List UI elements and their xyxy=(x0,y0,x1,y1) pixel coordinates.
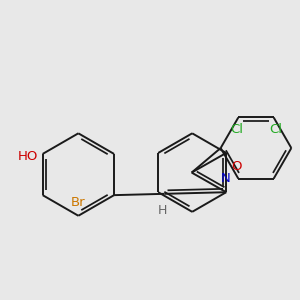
Text: Cl: Cl xyxy=(269,123,282,136)
Text: HO: HO xyxy=(17,150,38,164)
Text: Cl: Cl xyxy=(230,123,243,136)
Text: O: O xyxy=(231,160,242,173)
Text: N: N xyxy=(220,172,230,185)
Text: H: H xyxy=(158,204,167,217)
Text: Br: Br xyxy=(71,196,86,209)
